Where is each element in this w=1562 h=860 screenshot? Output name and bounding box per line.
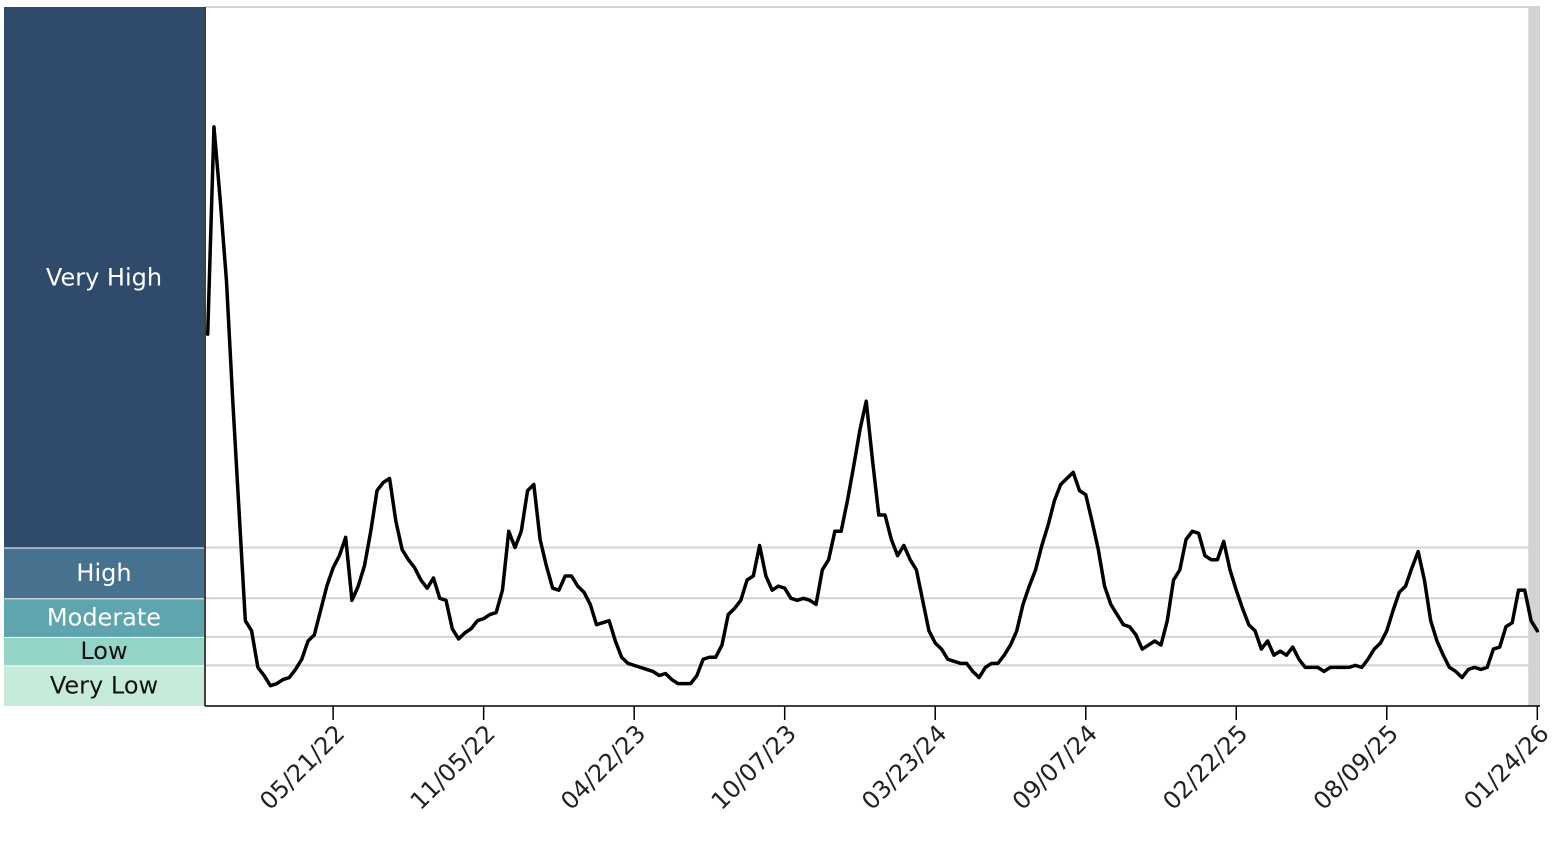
x-tick-label: 03/23/24 bbox=[856, 719, 952, 815]
level-label: High bbox=[76, 559, 131, 587]
x-tick-label: 01/24/26 bbox=[1458, 719, 1554, 815]
data-line bbox=[205, 125, 1540, 688]
level-band bbox=[4, 7, 204, 548]
level-band bbox=[4, 636, 204, 666]
provisional-shade bbox=[1528, 7, 1540, 706]
x-tick-label: 10/07/23 bbox=[706, 719, 802, 815]
level-label: Low bbox=[80, 637, 127, 665]
x-tick-label: 09/07/24 bbox=[1007, 719, 1103, 815]
x-tick-label: 08/09/25 bbox=[1308, 719, 1404, 815]
level-band bbox=[4, 665, 204, 706]
x-tick-label: 05/21/22 bbox=[254, 719, 350, 815]
x-tick-label: 02/22/25 bbox=[1157, 719, 1253, 815]
level-band bbox=[4, 547, 204, 599]
level-label: Very Low bbox=[50, 672, 158, 700]
level-label: Very High bbox=[46, 263, 162, 291]
level-label: Moderate bbox=[47, 604, 161, 632]
x-tick-label: 04/22/23 bbox=[555, 719, 651, 815]
level-band bbox=[4, 598, 204, 637]
x-tick-label: 11/05/22 bbox=[405, 719, 501, 815]
